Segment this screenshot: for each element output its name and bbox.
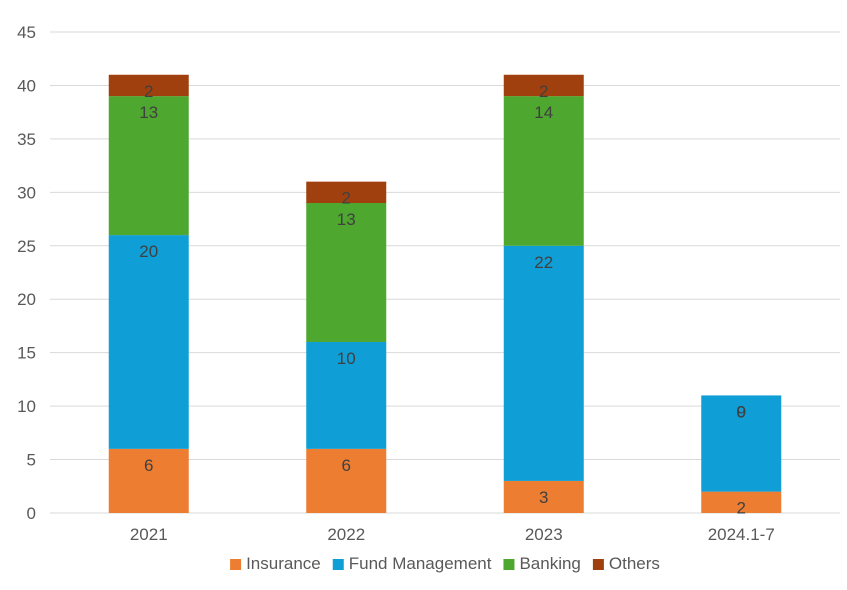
y-axis-tick-labels: 0 5 10 15 20 25 30 35 40 45 [17,23,36,523]
x-axis-tick-labels: 2021 2022 2023 2024.1-7 [130,525,775,544]
legend-label: Others [609,554,660,573]
data-label: 2 [737,499,746,518]
y-tick-label: 15 [17,344,36,363]
data-label: 13 [139,103,158,122]
bars [108,74,782,513]
legend-item: Fund Management [332,554,492,573]
legend-swatch [592,559,604,570]
bar-segment [503,96,584,246]
bar-segment [306,448,387,513]
y-tick-label: 35 [17,130,36,149]
bar-segment [503,74,584,97]
y-tick-label: 5 [27,451,36,470]
bar-segment [701,491,782,513]
data-label: 9 [737,402,746,421]
data-label: 2 [144,82,153,101]
bar-segment [108,74,189,97]
data-label: 13 [337,210,356,229]
legend-swatch [332,559,344,570]
legend-label: Fund Management [349,554,492,573]
x-tick-label: 2023 [525,525,563,544]
data-label: 0 [737,402,746,421]
data-label: 22 [534,253,553,272]
bar-segment [306,203,387,342]
bar-segment [306,181,387,204]
legend-item: Banking [503,554,581,573]
data-label: 6 [342,456,351,475]
bar-segment [503,245,584,481]
x-tick-label: 2021 [130,525,168,544]
data-label: 2 [342,189,351,208]
y-tick-label: 20 [17,290,36,309]
y-tick-label: 25 [17,237,36,256]
bar-segment [306,341,387,449]
bar-segment [108,235,189,449]
bar-segment [108,448,189,513]
data-label: 20 [139,242,158,261]
data-label: 6 [144,456,153,475]
y-tick-label: 45 [17,23,36,42]
data-label: 2 [539,82,548,101]
legend-item: Insurance [230,554,321,573]
data-label: 10 [337,349,356,368]
y-tick-label: 30 [17,183,36,202]
legend-swatch [230,559,242,570]
y-tick-label: 10 [17,397,36,416]
legend-label: Insurance [246,554,321,573]
x-tick-label: 2024.1-7 [708,525,775,544]
bar-segment [108,96,189,236]
data-label: 0 [737,402,746,421]
y-tick-label: 0 [27,504,36,523]
x-tick-label: 2022 [327,525,365,544]
legend-label: Banking [519,554,580,573]
legend-swatch [503,559,515,570]
bar-segment [503,480,584,513]
legend: Insurance Fund Management Banking Others [230,554,660,573]
bar-segment [701,395,782,492]
legend-item: Others [592,554,660,573]
data-label: 3 [539,488,548,507]
y-tick-label: 40 [17,76,36,95]
data-label: 14 [534,103,553,122]
